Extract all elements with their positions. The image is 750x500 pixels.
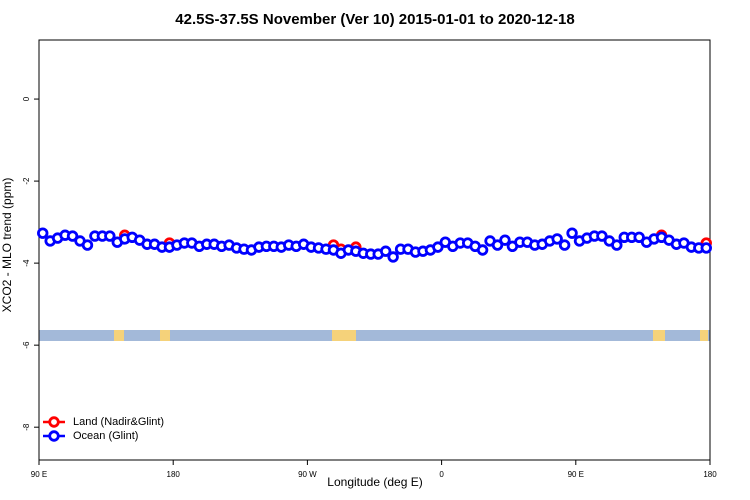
chart-title: 42.5S-37.5S November (Ver 10) 2015-01-01…: [175, 11, 574, 28]
land-patch: [332, 330, 356, 341]
data-point: [491, 239, 504, 251]
y-tick-label: -4: [22, 259, 31, 267]
data-point: [432, 241, 444, 253]
data-point: [387, 251, 399, 263]
data-point: [596, 230, 608, 242]
x-tick-label: 90 E: [31, 470, 47, 479]
land-mask: [39, 330, 710, 341]
data-point: [566, 227, 578, 239]
x-tick-label: 0: [439, 470, 444, 479]
land-patch: [160, 330, 170, 341]
legend-label: Land (Nadir&Glint): [73, 416, 164, 428]
x-tick-label: 90 E: [568, 470, 584, 479]
ocean-band: [39, 330, 710, 341]
y-tick-label: 0: [22, 96, 31, 101]
data-point: [499, 234, 511, 246]
data-point: [104, 230, 116, 242]
data-point: [700, 242, 712, 254]
y-axis-label: XCO2 - MLO trend (ppm): [0, 178, 14, 313]
data-point: [379, 245, 392, 257]
land-patch: [653, 330, 665, 341]
x-tick-label: 180: [167, 470, 181, 479]
land-patch: [114, 330, 124, 341]
y-tick-label: -8: [22, 423, 31, 431]
x-tick-label: 90 W: [298, 470, 317, 479]
legend-marker: [48, 416, 60, 428]
y-tick-label: -2: [22, 177, 31, 185]
data-point: [633, 231, 645, 243]
land-patch: [700, 330, 708, 341]
y-tick-label: -6: [22, 341, 31, 349]
data-point: [558, 239, 571, 251]
legend-label: Ocean (Glint): [73, 430, 138, 442]
x-axis-label: Longitude (deg E): [327, 475, 422, 489]
data-point: [476, 244, 489, 256]
data-point: [611, 239, 623, 251]
x-tick-label: 180: [703, 470, 717, 479]
data-point: [66, 230, 79, 242]
data-point: [81, 239, 94, 251]
legend-marker: [48, 430, 60, 442]
data-point: [37, 227, 49, 239]
data-point: [551, 233, 563, 245]
